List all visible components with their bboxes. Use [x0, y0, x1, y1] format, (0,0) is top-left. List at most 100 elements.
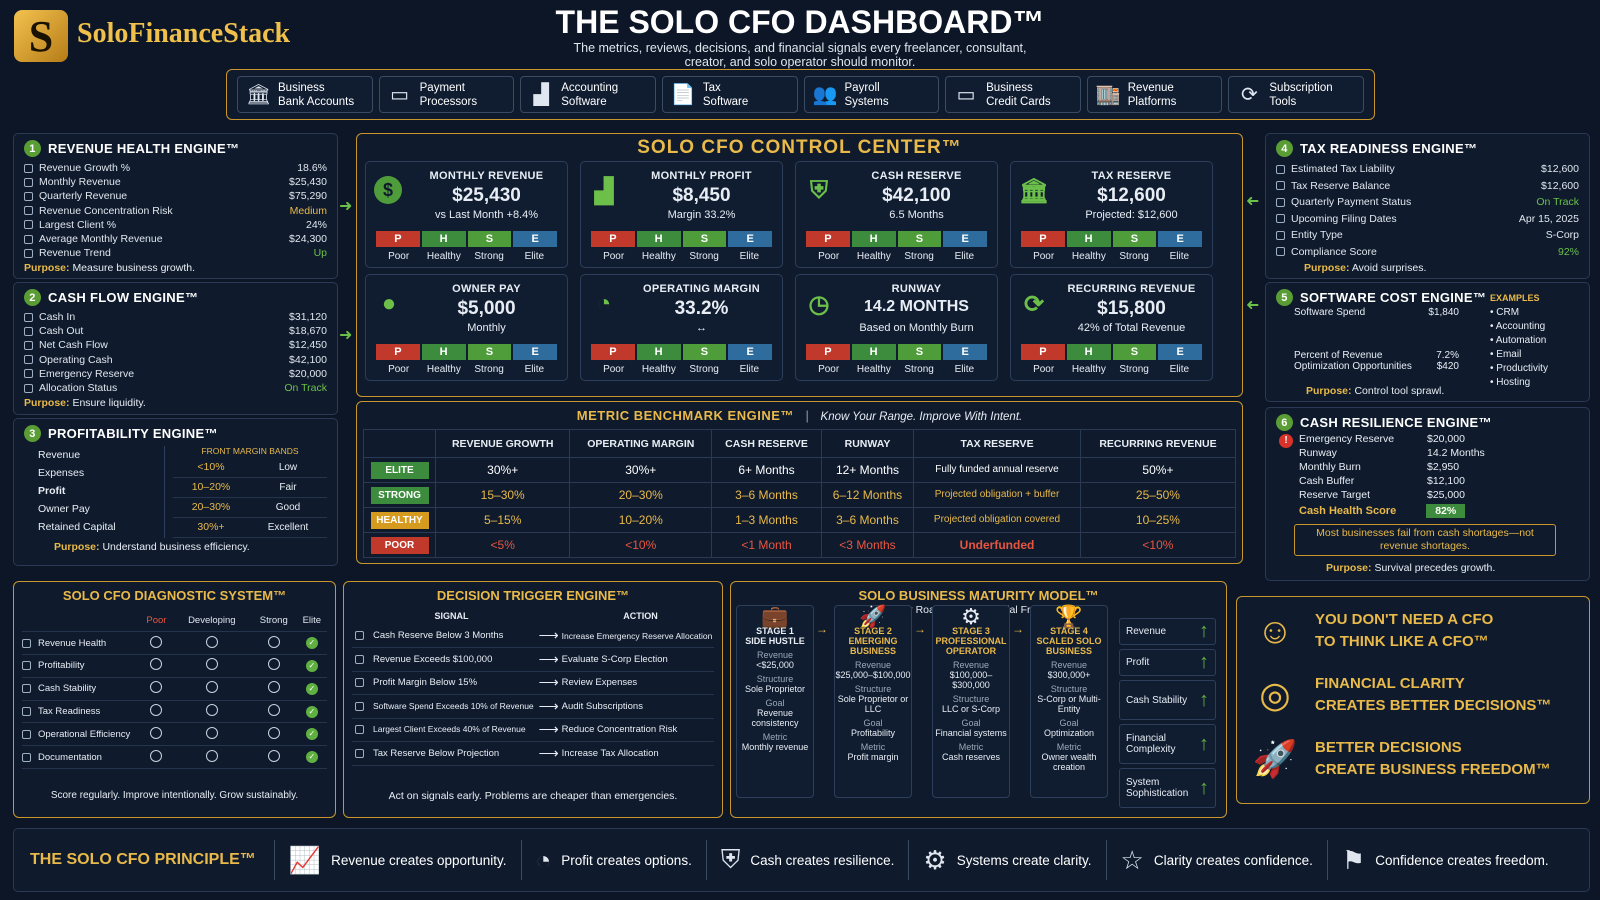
- arrow-up-icon: ↑: [1199, 651, 1209, 673]
- radio-option[interactable]: [205, 704, 218, 717]
- kv-value: 92%: [1557, 245, 1579, 258]
- cash-flow-engine: 2 CASH FLOW ENGINE™ Cash In $31,120 Cash Ou…: [13, 282, 338, 415]
- metric-icon: [1276, 247, 1285, 257]
- arrow-right-icon: ⟶: [535, 647, 562, 672]
- kv-value: $20,000: [1427, 433, 1465, 445]
- diagnostic-cell: ✓: [296, 700, 327, 724]
- trigger-action: Increase Emergency Reserve Allocation: [561, 624, 714, 648]
- diagnostic-label-text: Operational Efficiency: [38, 728, 131, 740]
- diagnostic-label-text: Profitability: [38, 660, 85, 672]
- benchmark-row: ELITE 30%+ 30%+ 6+ Months 12+ Months Fully fu…: [363, 457, 1237, 483]
- signal-text: Cash Reserve Below 3 Months: [373, 630, 504, 641]
- selected-radio[interactable]: ✓: [305, 751, 318, 764]
- level-labels: Poor Healthy Strong Elite: [1021, 364, 1202, 375]
- benchmark-cell: 30%+: [434, 457, 571, 483]
- maturity-metric: Cash Stability ↑: [1119, 680, 1216, 720]
- radio-option[interactable]: [205, 726, 218, 739]
- tool-button[interactable]: ⟳ Subscription Tools: [1228, 76, 1364, 113]
- section-title: SOFTWARE COST ENGINE™: [1300, 290, 1487, 305]
- maturity-metric: System Sophistication ↑: [1119, 768, 1216, 808]
- level-segment: H: [636, 344, 681, 360]
- tool-button[interactable]: 🏬 Revenue Platforms: [1086, 76, 1223, 113]
- radio-option[interactable]: [267, 749, 280, 762]
- kv-row: Optimization Opportunities $420: [1294, 361, 1459, 389]
- arrow-right-icon: ⟶: [535, 718, 562, 742]
- purpose-text: Ensure liquidity.: [72, 397, 146, 410]
- diagnostic-label-text: Tax Readiness: [38, 706, 101, 718]
- level-label: Strong: [904, 251, 934, 262]
- radio-option[interactable]: [150, 726, 163, 739]
- profit-item: Revenue: [38, 449, 81, 461]
- benchmark-column-header: OPERATING MARGIN: [569, 429, 713, 458]
- level-label: Poor: [388, 251, 410, 262]
- selected-radio[interactable]: ✓: [305, 728, 318, 741]
- kv-label: Runway: [1299, 447, 1337, 459]
- radio-option[interactable]: [267, 658, 280, 671]
- mantra-text: YOU DON'T NEED A CFO TO THINK LIKE A CFO™: [1315, 609, 1493, 653]
- trigger-action: Increase Tax Allocation: [561, 741, 714, 766]
- purpose-label: Purpose:: [24, 397, 70, 410]
- level-label: Healthy: [856, 251, 891, 262]
- kv-label: Net Cash Flow: [39, 339, 108, 352]
- metric-icon: [24, 312, 33, 322]
- radio-option[interactable]: [267, 726, 280, 739]
- diagnostic-cell: [250, 722, 297, 747]
- kpi-subtext: 42% of Total Revenue: [1077, 322, 1186, 334]
- radio-option[interactable]: [150, 681, 163, 694]
- metric-icon: [22, 707, 31, 717]
- radio-option[interactable]: [205, 681, 218, 694]
- stage-field-label: Structure: [952, 694, 990, 704]
- diagnostic-cell: [140, 654, 173, 678]
- tool-button[interactable]: 📄 Tax Software: [661, 76, 798, 113]
- radio-option[interactable]: [267, 681, 280, 694]
- selected-radio[interactable]: ✓: [305, 659, 318, 672]
- level-labels: Poor Healthy Strong Elite: [806, 251, 987, 262]
- radio-option[interactable]: [205, 749, 218, 762]
- radio-option[interactable]: [205, 658, 218, 671]
- level-segment: S: [897, 231, 942, 247]
- diagnostic-cell: [140, 700, 173, 724]
- selected-radio[interactable]: ✓: [305, 705, 318, 718]
- card-icon: ▭: [956, 84, 976, 106]
- selected-radio[interactable]: ✓: [305, 682, 318, 695]
- divider: [273, 840, 275, 880]
- radio-option[interactable]: [150, 658, 163, 671]
- principle-text: Confidence creates freedom.: [1375, 852, 1549, 868]
- radio-option[interactable]: [205, 635, 218, 648]
- kv-value: $420: [1436, 361, 1459, 372]
- kv-key: Cash In: [24, 310, 75, 324]
- example-item: • Email: [1490, 349, 1522, 360]
- tool-button[interactable]: ▭ Business Credit Cards: [945, 76, 1081, 113]
- stage-name: PROFESSIONAL OPERATOR: [935, 636, 1007, 656]
- gear-icon: ⚙: [923, 844, 947, 875]
- logo-letter: S: [28, 11, 54, 61]
- stage-field-label: Goal: [765, 698, 785, 708]
- diagnostic-title: SOLO CFO DIAGNOSTIC SYSTEM™: [62, 588, 287, 603]
- level-segment: P: [1021, 344, 1065, 360]
- radio-option[interactable]: [150, 749, 163, 762]
- signal-text: Tax Reserve Below Projection: [373, 747, 500, 759]
- kv-value: $75,290: [289, 190, 327, 203]
- tool-button[interactable]: ▭ Payment Processors: [378, 76, 515, 113]
- tool-button[interactable]: 🏛 Business Bank Accounts: [237, 76, 373, 113]
- tool-button[interactable]: 👥 Payroll Systems: [803, 76, 940, 113]
- radio-option[interactable]: [150, 635, 163, 648]
- kv-key: Compliance Score: [1276, 244, 1377, 261]
- profit-item: Profit: [38, 485, 66, 497]
- radio-option[interactable]: [267, 704, 280, 717]
- benchmark-row: HEALTHY 5–15% 10–20% 1–3 Months 3–6 Months Pr…: [363, 507, 1237, 533]
- diagnostic-cell: [250, 631, 297, 656]
- kv-value: Medium: [289, 204, 327, 217]
- kv-row: Reserve Target $25,000: [1299, 488, 1499, 502]
- selected-radio[interactable]: ✓: [305, 637, 318, 650]
- purpose-text: Survival precedes growth.: [1374, 562, 1496, 574]
- kv-label: Upcoming Filing Dates: [1291, 212, 1397, 225]
- radio-option[interactable]: [267, 635, 280, 648]
- radio-option[interactable]: [150, 704, 163, 717]
- tool-button[interactable]: ▟ Accounting Software: [520, 76, 656, 113]
- target-icon: ◎: [1259, 674, 1291, 715]
- principle-item: ◔ Profit creates options.: [536, 845, 692, 876]
- metric-icon: [24, 234, 33, 244]
- score-label: Cash Health Score: [1299, 505, 1397, 517]
- benchmark-table: REVENUE GROWTH OPERATING MARGIN CASH RESER…: [363, 429, 1237, 558]
